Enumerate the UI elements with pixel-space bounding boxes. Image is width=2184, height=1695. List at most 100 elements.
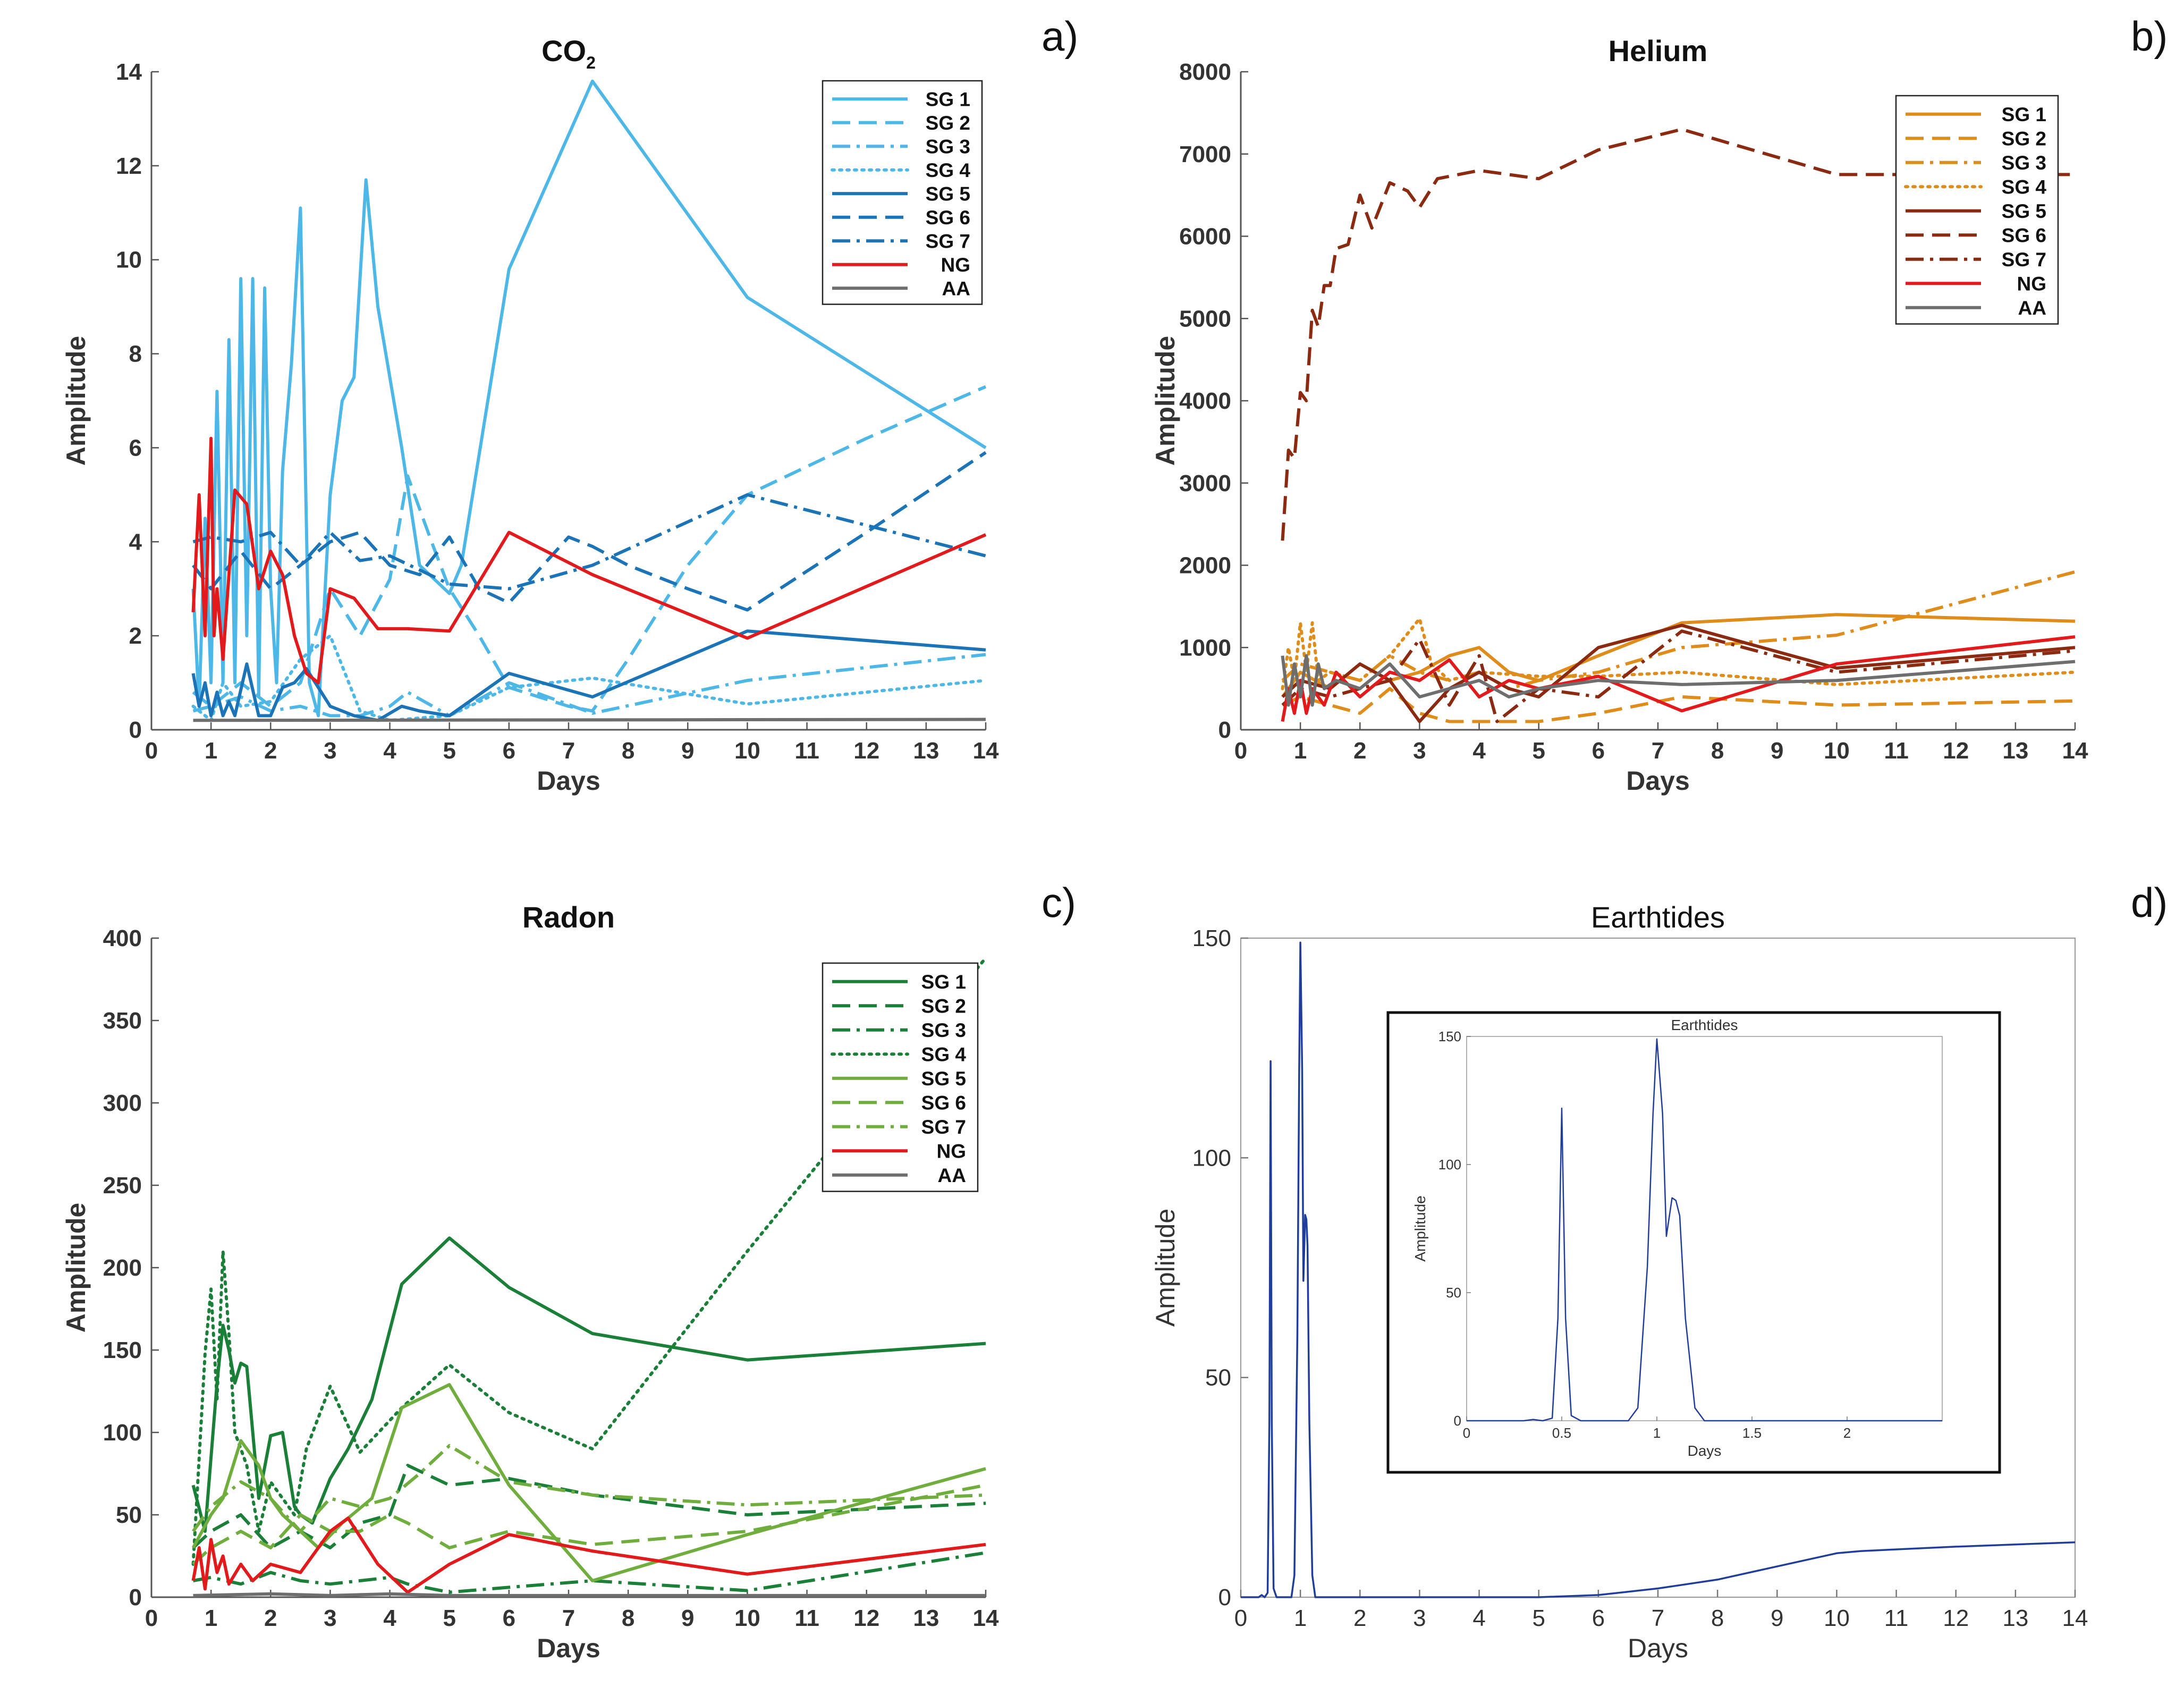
legend-label: AA	[942, 277, 970, 299]
x-tick-label: 5	[1532, 1605, 1545, 1631]
x-tick-label: 12	[1943, 738, 1969, 764]
x-tick-label: 4	[383, 1605, 396, 1631]
series-line-sg-3	[192, 653, 986, 718]
x-tick-label: 2	[264, 738, 277, 764]
x-tick-label: 10	[1824, 1605, 1850, 1631]
series-line-sg-5	[191, 629, 986, 722]
series-line-sg-6	[192, 451, 987, 612]
chart-title: Earthtides	[1591, 900, 1725, 934]
x-tick-label: 1	[205, 738, 217, 764]
series-line-sg-1	[191, 1236, 986, 1533]
x-axis-label: Days	[1626, 766, 1690, 796]
y-axis-label: Amplitude	[1150, 336, 1180, 466]
x-tick-label: 8	[1711, 738, 1724, 764]
x-tick-label: 13	[2002, 1605, 2028, 1631]
series-line-sg-7	[192, 1444, 986, 1533]
y-axis-label: Amplitude	[61, 336, 91, 466]
x-tick-label: 11	[794, 738, 819, 764]
series-line-sg-2	[1282, 687, 2076, 723]
legend-label: SG 7	[921, 1116, 966, 1138]
series-line-sg-6	[1281, 128, 2075, 541]
series-line-earthtides	[1241, 941, 2076, 1598]
chart-title: CO2	[541, 34, 596, 72]
inset-y-tick-label: 150	[1438, 1028, 1461, 1044]
x-tick-label: 13	[913, 1605, 939, 1631]
x-tick-label: 7	[562, 1605, 575, 1631]
y-tick-label: 0	[1218, 717, 1231, 743]
y-tick-label: 10	[116, 247, 142, 273]
x-tick-label: 2	[1353, 738, 1366, 764]
series-line-ng	[191, 436, 987, 685]
chart-title: Radon	[522, 900, 615, 934]
inset-x-tick-label: 1	[1653, 1425, 1661, 1441]
y-tick-label: 400	[103, 925, 142, 951]
series-line-sg-4	[191, 634, 987, 722]
series-line-sg-2	[192, 1464, 986, 1549]
series-line-sg-4	[191, 956, 987, 1566]
legend-label: AA	[2018, 297, 2046, 319]
legend-label: SG 5	[921, 1068, 966, 1090]
x-tick-label: 5	[1532, 738, 1545, 764]
inset-y-tick-label: 0	[1454, 1413, 1461, 1429]
y-axis-label: Amplitude	[61, 1203, 91, 1333]
legend-label: SG 2	[926, 112, 970, 134]
y-tick-label: 14	[116, 59, 142, 85]
x-tick-label: 1	[1294, 1605, 1307, 1631]
y-tick-label: 150	[103, 1337, 142, 1363]
y-tick-label: 4000	[1179, 388, 1231, 414]
x-tick-label: 6	[1592, 738, 1605, 764]
x-tick-label: 12	[853, 1605, 879, 1631]
legend-label: SG 5	[2002, 200, 2046, 222]
x-tick-label: 6	[503, 738, 515, 764]
y-tick-label: 2	[129, 623, 142, 649]
series-line-sg-3	[192, 1551, 986, 1594]
x-tick-label: 8	[1711, 1605, 1724, 1631]
legend-label: SG 6	[2002, 224, 2046, 246]
legend-label: SG 4	[926, 159, 971, 181]
y-tick-label: 4	[129, 529, 142, 555]
x-tick-label: 0	[1234, 738, 1247, 764]
inset-title: Earthtides	[1671, 1017, 1738, 1033]
y-tick-label: 150	[1192, 925, 1231, 951]
x-tick-label: 12	[853, 738, 879, 764]
y-tick-label: 2000	[1179, 553, 1231, 579]
legend-label: SG 5	[926, 183, 970, 205]
x-tick-label: 1	[205, 1605, 217, 1631]
legend-label: SG 4	[921, 1043, 967, 1065]
legend-label: SG 6	[926, 207, 970, 229]
series-line-ng	[1281, 635, 2076, 722]
x-tick-label: 5	[443, 1605, 455, 1631]
y-tick-label: 100	[103, 1420, 142, 1446]
y-axis-label: Amplitude	[1150, 1209, 1180, 1327]
inset-x-axis-label: Days	[1688, 1443, 1722, 1459]
y-tick-label: 300	[103, 1090, 142, 1116]
series-line-aa	[193, 718, 986, 722]
x-tick-label: 14	[973, 738, 999, 764]
x-tick-label: 11	[1884, 1605, 1909, 1631]
legend-label: SG 1	[2002, 104, 2046, 125]
legend-label: SG 2	[921, 995, 966, 1017]
y-tick-label: 100	[1192, 1145, 1231, 1171]
panel-letter-a: a)	[1042, 13, 1078, 60]
x-tick-label: 3	[324, 738, 336, 764]
y-tick-label: 6	[129, 435, 142, 461]
x-tick-label: 3	[324, 1605, 336, 1631]
x-tick-label: 14	[973, 1605, 999, 1631]
x-tick-label: 12	[1943, 1605, 1969, 1631]
y-tick-label: 0	[129, 717, 142, 743]
inset-x-tick-label: 1.5	[1742, 1425, 1762, 1441]
y-tick-label: 5000	[1179, 306, 1231, 332]
y-tick-label: 8	[129, 341, 142, 367]
series-line-sg-7	[1281, 629, 2076, 723]
legend-label: SG 3	[926, 136, 970, 157]
panel-b-helium: 0 1 2 3 4 5 6 7 8 9 10 11 12 13 1401000200030004000500…	[1150, 34, 2088, 796]
inset-series-line	[1467, 1038, 1942, 1422]
x-tick-label: 1	[1294, 738, 1307, 764]
x-axis-label: Days	[1628, 1633, 1688, 1663]
x-tick-label: 4	[1472, 738, 1486, 764]
y-tick-label: 50	[116, 1502, 142, 1528]
x-tick-label: 11	[794, 1605, 819, 1631]
series-line-sg-6	[192, 1483, 986, 1566]
x-tick-label: 11	[1884, 738, 1909, 764]
x-tick-label: 9	[1771, 738, 1783, 764]
